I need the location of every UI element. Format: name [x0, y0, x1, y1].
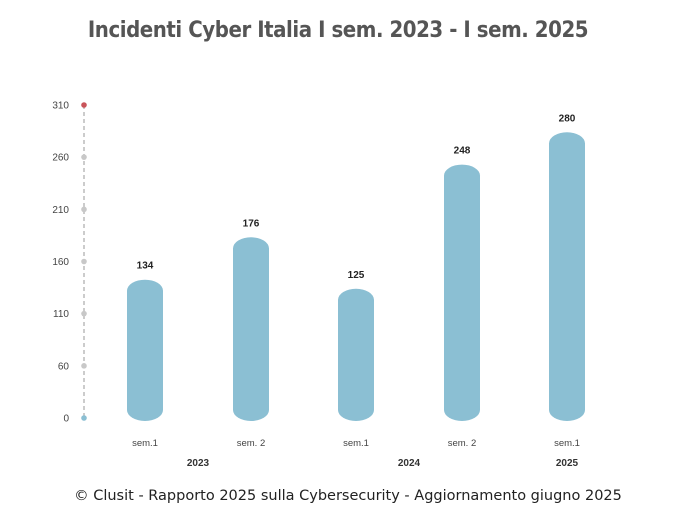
y-tick-label: 210 — [52, 205, 69, 216]
x-group-label: 2024 — [398, 458, 421, 469]
y-tick-dot — [81, 310, 87, 317]
y-tick-label: 60 — [58, 361, 70, 372]
y-tick-dot — [81, 363, 87, 369]
y-tick-label: 110 — [53, 309, 69, 320]
y-tick-label: 260 — [52, 153, 69, 164]
y-tick-dot — [81, 258, 87, 265]
bar — [338, 288, 374, 421]
y-tick-label: 0 — [63, 414, 69, 425]
data-label: 134 — [137, 261, 154, 272]
y-tick-label: 160 — [52, 257, 69, 268]
x-group-label: 2025 — [556, 458, 579, 469]
chart-title: Incidenti Cyber Italia I sem. 2023 - I s… — [87, 18, 589, 43]
bar — [233, 237, 269, 421]
y-tick-dot — [81, 102, 87, 108]
x-group-label: 2023 — [187, 458, 210, 469]
bar — [549, 132, 585, 421]
data-label: 280 — [559, 113, 576, 124]
data-label: 125 — [348, 270, 365, 281]
x-tick-label: sem. 2 — [237, 438, 266, 449]
x-tick-label: sem.1 — [343, 438, 369, 449]
x-tick-label: sem.1 — [132, 438, 158, 449]
y-tick-dot — [81, 206, 87, 213]
data-label: 248 — [454, 146, 471, 157]
x-tick-label: sem.1 — [554, 438, 580, 449]
bar — [127, 279, 163, 421]
y-tick-dot — [81, 415, 87, 421]
data-label: 176 — [243, 218, 260, 229]
bar — [444, 164, 480, 421]
x-tick-label: sem. 2 — [448, 438, 477, 449]
y-tick-label: 310 — [52, 101, 69, 112]
y-tick-dot — [81, 154, 87, 160]
footer-credit: © Clusit - Rapporto 2025 sulla Cybersecu… — [74, 488, 622, 504]
